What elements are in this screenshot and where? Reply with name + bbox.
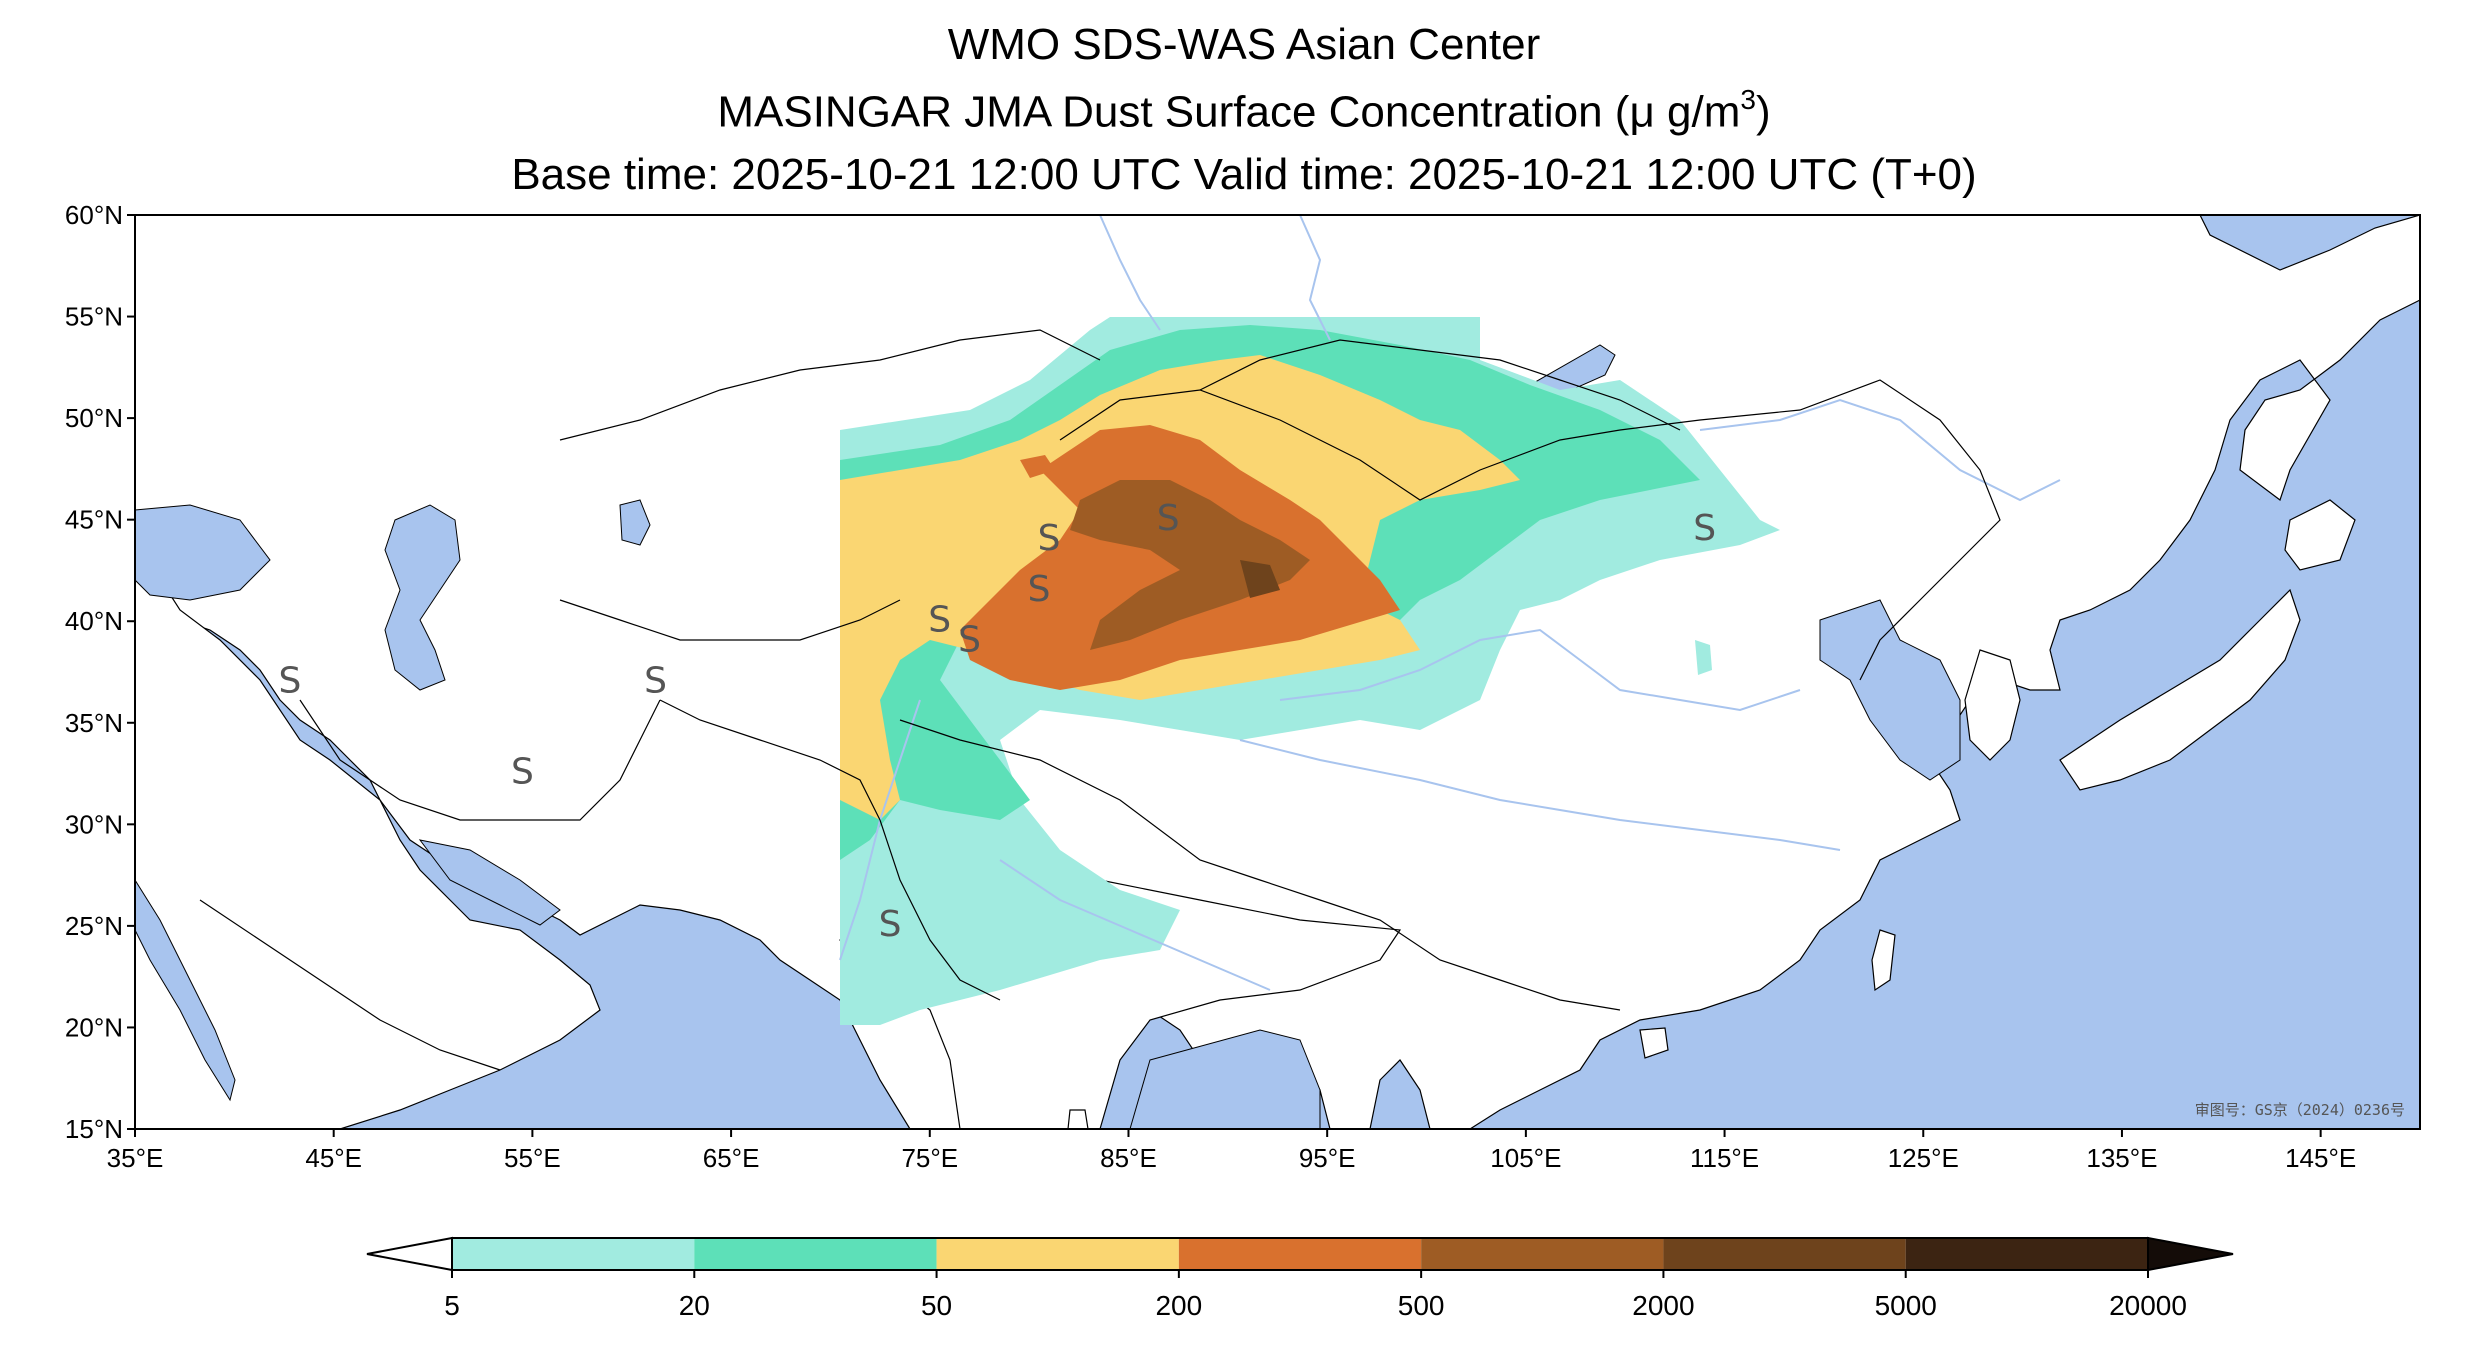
landmass-japan	[2059, 588, 2301, 791]
bay-of-bengal	[1129, 1029, 1321, 1129]
landmass-hokkaido	[2284, 499, 2356, 571]
x-tick-label: 55°E	[504, 1143, 561, 1173]
dust-level-5	[1070, 480, 1310, 650]
dust-level-4-patch	[1020, 455, 1055, 478]
river-amur	[1699, 398, 2061, 502]
aral-sea	[619, 499, 651, 546]
dust-storm-marker: S	[1157, 498, 1180, 539]
colorbar-segment	[1905, 1238, 2148, 1270]
title-line-2: MASINGAR JMA Dust Surface Concentration …	[0, 84, 2488, 138]
x-tick-label: 95°E	[1299, 1143, 1356, 1173]
x-tick-label: 105°E	[1490, 1143, 1561, 1173]
dust-storm-marker: S	[958, 620, 981, 661]
colorbar-label: 2000	[1632, 1290, 1694, 1321]
x-axis: 35°E 45°E 55°E 65°E 75°E 85°E 95°E 105°E 115°E 12…	[107, 1129, 2356, 1173]
border-afghanistan	[659, 699, 881, 821]
title-line-3: Base time: 2025-10-21 12:00 UTC Valid ti…	[511, 150, 1977, 199]
border-arabia	[199, 899, 501, 1071]
title-line-2-sup: 3	[1740, 84, 1756, 115]
landmass-sri-lanka	[1067, 1109, 1089, 1129]
border-central-asia	[559, 599, 901, 641]
dust-level-1-patch	[1695, 640, 1712, 675]
border-mongolia	[1199, 339, 1681, 431]
map-approval-note: 审图号：GS京（2024）0236号	[2195, 1101, 2405, 1119]
y-tick-label: 40°N	[65, 606, 123, 636]
x-tick-label: 65°E	[703, 1143, 760, 1173]
colorbar: 5 20 50 200 500 2000 5000 20000	[366, 1236, 2234, 1321]
title-line-2-unit: μ g/m	[1629, 87, 1741, 137]
x-tick-label: 85°E	[1100, 1143, 1157, 1173]
river-ob	[1099, 215, 1161, 331]
y-tick-label: 55°N	[65, 302, 123, 332]
colorbar-frame	[451, 1237, 2149, 1271]
colorbar-label: 20	[679, 1290, 710, 1321]
dust-storm-marker: S	[1028, 569, 1051, 610]
y-tick-label: 45°N	[65, 505, 123, 535]
title-line-2-close: )	[1755, 87, 1771, 137]
colorbar-segment	[1663, 1238, 1906, 1270]
dust-storm-marker: S	[1693, 508, 1716, 549]
title-line-1: WMO SDS-WAS Asian Center	[947, 20, 1541, 69]
river-yellow	[1279, 628, 1801, 712]
x-tick-label: 135°E	[2086, 1143, 2157, 1173]
y-tick-label: 50°N	[65, 403, 123, 433]
dust-level-5-lake	[1240, 560, 1280, 598]
y-tick-label: 25°N	[65, 911, 123, 941]
y-tick-label: 35°N	[65, 708, 123, 738]
y-axis: 60°N 55°N 50°N 45°N 40°N 35°N 30°N 25°N 20°N 15°N	[65, 200, 135, 1144]
colorbar-label: 5000	[1875, 1290, 1937, 1321]
landmass-hainan	[1639, 1027, 1669, 1059]
landmass-taiwan	[1871, 929, 1896, 992]
x-tick-label: 145°E	[2285, 1143, 2356, 1173]
caspian-sea	[384, 504, 461, 691]
dust-storm-marker: S	[1038, 518, 1061, 559]
colorbar-label: 20000	[2109, 1290, 2187, 1321]
x-tick-label: 115°E	[1690, 1143, 1759, 1173]
colorbar-segment	[1178, 1238, 1422, 1270]
y-tick-label: 30°N	[65, 809, 123, 839]
x-tick-label: 125°E	[1888, 1143, 1959, 1173]
colorbar-label: 5	[444, 1290, 460, 1321]
x-tick-label: 45°E	[305, 1143, 362, 1173]
dust-storm-marker: S	[928, 599, 951, 640]
river-yenisei	[1299, 215, 1331, 341]
y-tick-label: 15°N	[65, 1114, 123, 1144]
colorbar-segment	[452, 1238, 695, 1270]
y-tick-label: 20°N	[65, 1012, 123, 1042]
dust-storm-marker: S	[279, 660, 302, 701]
border-china-south	[899, 719, 1621, 1011]
landmass-korea	[1964, 649, 2021, 761]
colorbar-segment	[1421, 1238, 1664, 1270]
border-kazakhstan	[559, 329, 1101, 441]
colorbar-segment	[936, 1238, 1179, 1270]
colorbar-extend-max	[2147, 1236, 2234, 1272]
colorbar-label: 50	[921, 1290, 952, 1321]
map-frame	[134, 214, 2421, 1130]
dust-storm-marker: S	[879, 904, 902, 945]
yellow-sea	[1819, 599, 1961, 781]
landmass-arabia	[135, 538, 601, 1129]
dust-storm-marker: S	[644, 660, 667, 701]
persian-gulf	[418, 839, 561, 926]
river-ganges	[999, 859, 1271, 991]
border-india	[879, 819, 1001, 1001]
black-sea	[135, 504, 271, 601]
border-iran	[299, 699, 661, 821]
red-sea	[135, 879, 236, 1102]
country-borders	[199, 329, 2001, 1071]
colorbar-segment	[694, 1238, 937, 1270]
x-tick-label: 35°E	[107, 1143, 164, 1173]
x-tick-label: 75°E	[901, 1143, 958, 1173]
y-tick-label: 60°N	[65, 200, 123, 230]
colorbar-label: 200	[1155, 1290, 1202, 1321]
colorbar-extend-min	[366, 1236, 453, 1272]
river-yangtze	[1239, 739, 1841, 851]
title-line-2-main: MASINGAR JMA Dust Surface Concentration …	[717, 87, 1630, 137]
dust-storm-marker: S	[511, 752, 534, 793]
border-china-north	[1059, 379, 2001, 681]
colorbar-label: 500	[1398, 1290, 1445, 1321]
dust-contours	[840, 317, 1780, 1025]
